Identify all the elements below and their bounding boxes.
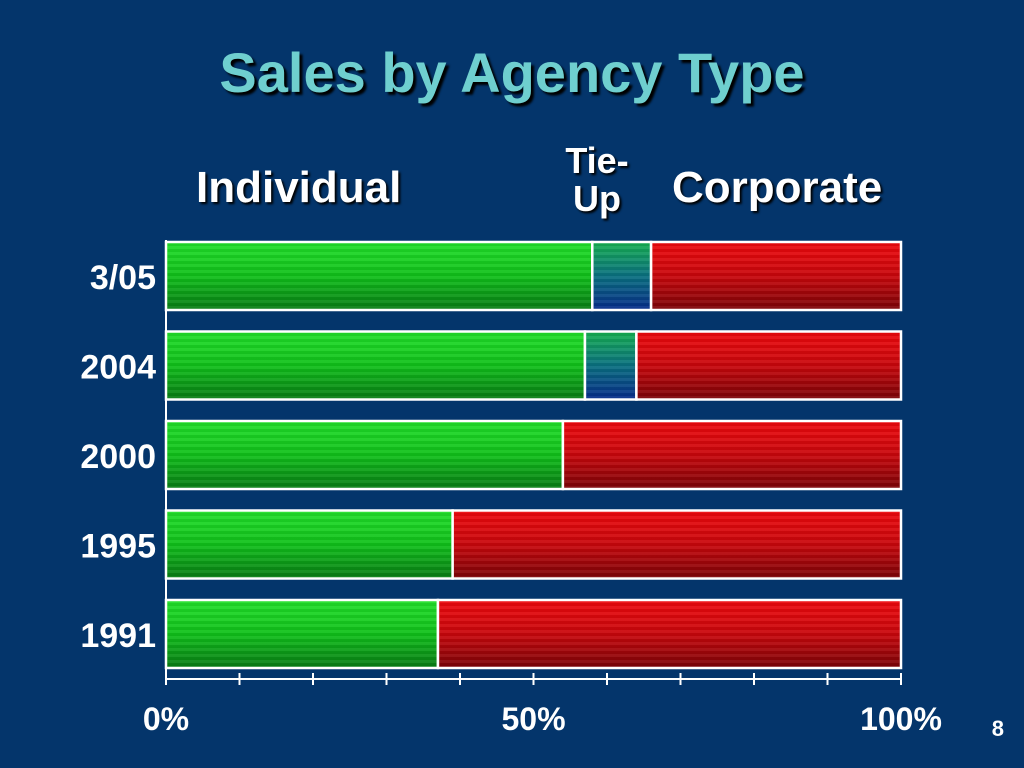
category-label-2000: 2000 [80,438,156,476]
bar-corporate-2000-texture [564,422,900,488]
legend-tieup-line2: Up [573,178,621,219]
bar-corporate-2004-texture [637,333,900,398]
bar-individual-1991-texture [167,601,437,667]
bar-tie-up-2004-texture [586,333,635,398]
bars-group [164,240,903,670]
bar-individual-2000-texture [167,422,562,488]
legend-individual: Individual [196,163,402,212]
x-tick-label-0: 0% [143,701,189,737]
x-tick-label-100: 100% [860,701,942,737]
slide-title: Sales by Agency Type [219,41,805,104]
page-number: 8 [991,716,1004,741]
legend-tieup: Tie- Up [552,142,642,218]
bar-corporate-1995-texture [454,512,900,577]
bar-corporate-1991-texture [439,601,900,667]
legend-tieup-line1: Tie- [565,140,629,181]
bar-individual-2004-texture [167,333,584,398]
category-label-1991: 1991 [80,617,156,655]
x-tick-label-50: 50% [501,701,565,737]
bar-individual-1995-texture [167,512,452,577]
bar-corporate-3-05-texture [652,243,900,309]
bar-tie-up-3-05-texture [593,243,650,309]
legend-corporate: Corporate [672,163,883,212]
category-label-3-05: 3/05 [90,259,156,297]
category-labels: 3/05 2004 2000 1995 1991 [80,259,156,655]
category-label-1995: 1995 [80,528,156,566]
category-label-2004: 2004 [80,349,156,387]
x-axis: 0% 50% 100% [143,240,942,737]
bar-individual-3-05-texture [167,243,591,309]
